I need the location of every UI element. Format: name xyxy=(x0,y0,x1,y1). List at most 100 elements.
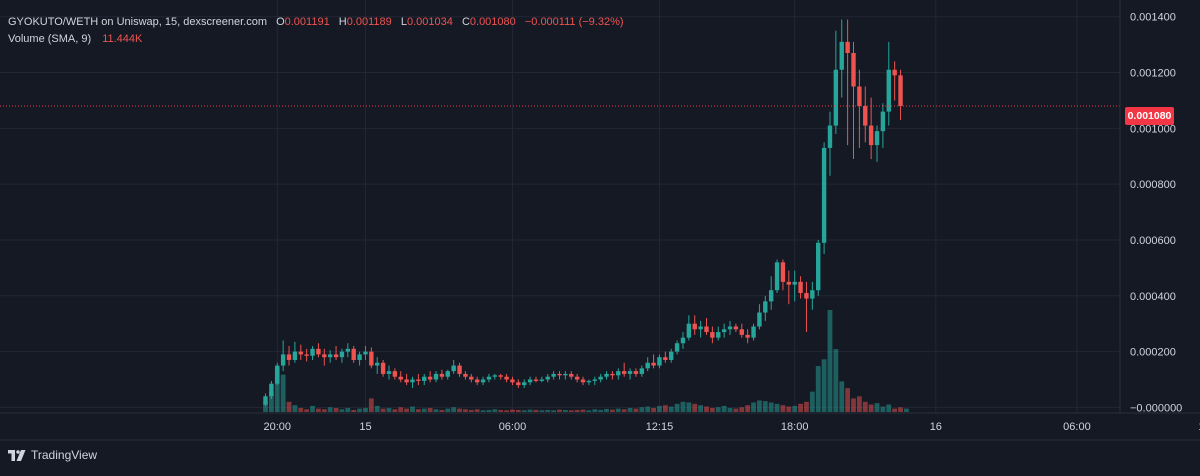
volume-bar xyxy=(892,408,898,412)
candle xyxy=(639,365,645,377)
candle xyxy=(845,19,850,146)
candle-body xyxy=(610,373,615,376)
volume-bar xyxy=(410,406,415,412)
candle-body xyxy=(492,375,498,377)
candle xyxy=(510,376,515,386)
candle-body xyxy=(727,326,733,330)
candle-body xyxy=(739,329,744,335)
candle xyxy=(680,332,686,349)
candle-body xyxy=(692,323,697,330)
volume-bar xyxy=(692,403,698,412)
x-tick-label: 12:00 xyxy=(1198,421,1200,433)
candle xyxy=(692,315,697,335)
candle xyxy=(304,348,309,362)
candle xyxy=(327,350,333,363)
candle-body xyxy=(439,373,445,377)
candle-body xyxy=(704,326,709,333)
candle-body xyxy=(280,354,286,366)
candle-body xyxy=(633,371,639,374)
candle xyxy=(874,125,880,162)
volume-bar xyxy=(551,410,557,412)
candle xyxy=(669,348,674,363)
candle-body xyxy=(857,86,862,107)
volume-bar xyxy=(321,409,327,412)
candle-body xyxy=(710,332,715,338)
volume-bar xyxy=(586,410,592,412)
candle xyxy=(310,346,315,360)
candle xyxy=(621,362,627,377)
candle xyxy=(375,357,380,374)
candle xyxy=(821,142,827,254)
volume-bar xyxy=(263,401,268,412)
volume-bar xyxy=(592,409,598,412)
volume-bar xyxy=(633,408,639,412)
volume-bar xyxy=(874,403,880,412)
tradingview-brand[interactable]: TradingView xyxy=(8,448,97,462)
candle-body xyxy=(445,371,450,377)
candle-body xyxy=(851,53,856,87)
candle xyxy=(504,373,509,383)
candle-body xyxy=(316,348,321,355)
candle xyxy=(539,376,545,383)
volume-bar xyxy=(510,409,515,412)
volume-bar xyxy=(351,409,357,412)
candle xyxy=(739,323,744,338)
candle xyxy=(357,351,362,366)
candle-body xyxy=(868,125,874,146)
volume-bar xyxy=(751,402,756,412)
volume-bar xyxy=(745,405,751,412)
volume-bar xyxy=(786,406,792,412)
volume-bar xyxy=(533,409,539,412)
candle-body xyxy=(404,379,409,383)
candle-body xyxy=(357,354,362,360)
volume-bar xyxy=(827,310,833,412)
candle xyxy=(627,368,633,380)
candle-body xyxy=(674,343,680,352)
candle xyxy=(892,61,897,101)
candle-body xyxy=(804,293,809,299)
candle-body xyxy=(504,376,509,380)
volume-bar xyxy=(821,359,827,412)
volume-bar xyxy=(868,404,874,412)
chart-legend: GYOKUTO/WETH on Uniswap, 15, dexscreener… xyxy=(8,14,624,48)
volume-bar xyxy=(698,405,704,412)
volume-bar xyxy=(333,407,339,412)
volume-bar xyxy=(739,407,745,412)
volume-bar xyxy=(527,409,533,412)
candle-body xyxy=(627,371,633,374)
x-tick-label: 12:15 xyxy=(646,421,674,433)
candle xyxy=(580,376,586,386)
candle-body xyxy=(833,69,839,126)
candle-body xyxy=(774,262,780,291)
candle-body xyxy=(827,125,833,148)
volume-bar xyxy=(404,408,410,412)
candle xyxy=(663,351,668,363)
volume-bar xyxy=(457,408,462,412)
candle xyxy=(410,376,415,388)
volume-bar xyxy=(463,409,468,412)
volume-legend-row[interactable]: Volume (SMA, 9) 11.444K xyxy=(8,31,624,48)
candle xyxy=(292,341,298,363)
candle-body xyxy=(874,131,880,146)
volume-bar xyxy=(804,401,809,412)
volume-bar xyxy=(662,405,668,412)
candle xyxy=(863,86,868,143)
candle xyxy=(392,368,398,380)
volume-bar xyxy=(709,407,715,412)
candle xyxy=(345,343,351,358)
candle-body xyxy=(721,329,727,333)
candle xyxy=(457,362,462,377)
high-value: 0.001189 xyxy=(346,16,392,28)
candle xyxy=(586,379,592,386)
x-tick-label: 06:00 xyxy=(1063,421,1091,433)
candle xyxy=(416,373,421,386)
volume-bar xyxy=(268,391,274,412)
candle xyxy=(574,373,580,383)
volume-bar xyxy=(345,407,351,412)
y-tick-label: 0.001200 xyxy=(1130,68,1176,80)
change-value: −0.000111 (−9.32%) xyxy=(524,16,624,28)
symbol-title: GYOKUTO/WETH on Uniswap, 15, dexscreener… xyxy=(8,16,267,28)
candle xyxy=(339,348,345,363)
